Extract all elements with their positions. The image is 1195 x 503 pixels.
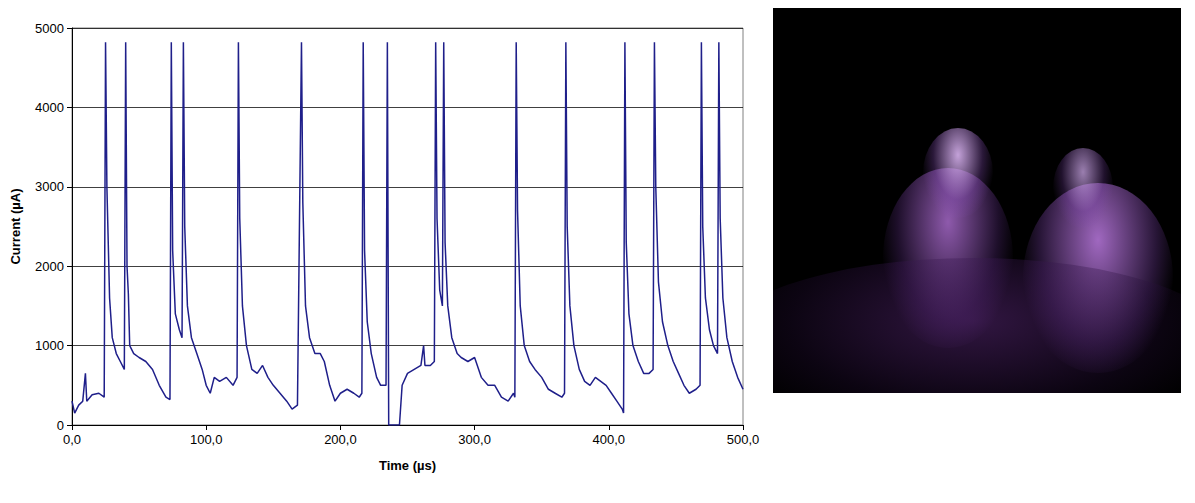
svg-text:Current (µA): Current (µA) xyxy=(8,188,23,264)
svg-text:300,0: 300,0 xyxy=(458,432,491,447)
svg-text:3000: 3000 xyxy=(35,179,64,194)
svg-text:0,0: 0,0 xyxy=(63,432,81,447)
svg-text:Time (µs): Time (µs) xyxy=(379,458,436,473)
svg-text:500,0: 500,0 xyxy=(727,432,760,447)
svg-text:200,0: 200,0 xyxy=(324,432,357,447)
svg-text:100,0: 100,0 xyxy=(190,432,223,447)
svg-text:1000: 1000 xyxy=(35,338,64,353)
svg-text:5000: 5000 xyxy=(35,21,64,36)
svg-text:4000: 4000 xyxy=(35,100,64,115)
svg-text:2000: 2000 xyxy=(35,259,64,274)
svg-text:0: 0 xyxy=(57,418,64,433)
svg-text:400,0: 400,0 xyxy=(593,432,626,447)
